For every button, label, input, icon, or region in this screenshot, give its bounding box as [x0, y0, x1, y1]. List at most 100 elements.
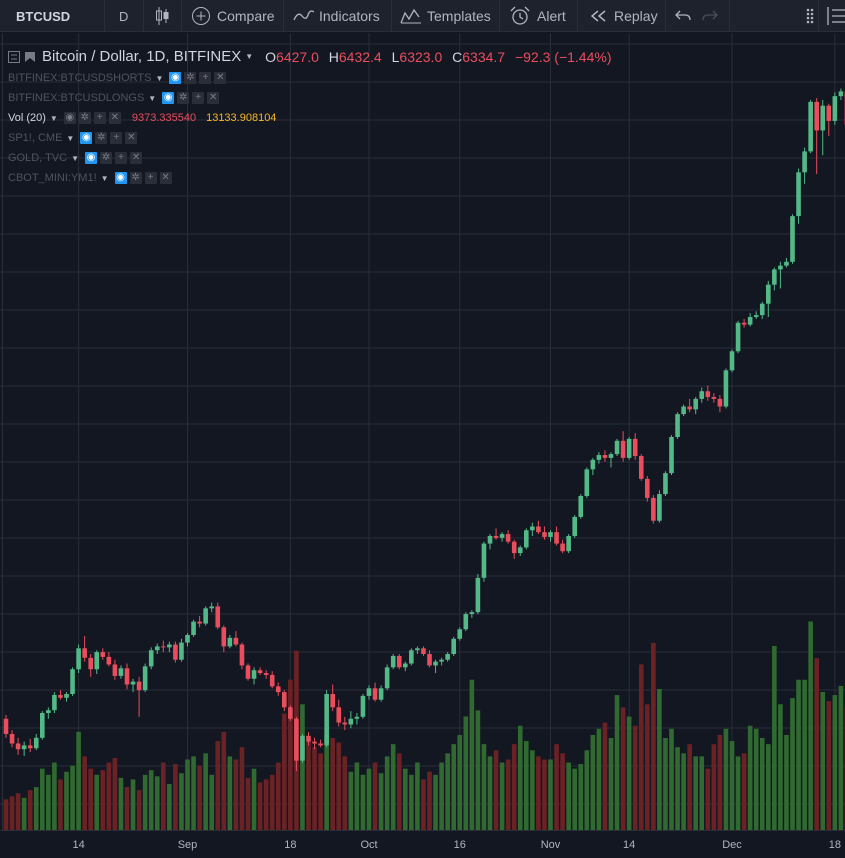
candle-body — [735, 322, 741, 352]
candle-body — [481, 543, 487, 578]
study-dropdown-icon[interactable]: ▼ — [66, 133, 75, 143]
settings-icon[interactable]: ✲ — [177, 92, 190, 104]
series-title[interactable]: Bitcoin / Dollar, 1D, BITFINEX — [42, 48, 242, 65]
volume-bar — [288, 679, 293, 830]
plus-icon[interactable]: + — [199, 72, 212, 84]
volume-bar — [517, 725, 523, 830]
toolbar-divider — [104, 0, 105, 32]
alert-button[interactable]: Alert — [509, 0, 566, 32]
volume-bar — [620, 707, 626, 830]
candle-body — [608, 454, 614, 458]
candle-body — [324, 693, 329, 746]
volume-bar — [142, 774, 148, 830]
volume-bar — [759, 738, 765, 830]
settings-icon[interactable]: ✲ — [95, 132, 108, 144]
eye-icon[interactable]: ◉ — [63, 112, 76, 124]
interval-button[interactable]: D — [119, 8, 129, 24]
study-dropdown-icon[interactable]: ▼ — [71, 153, 80, 163]
compare-button[interactable]: Compare — [191, 0, 275, 32]
settings-icon[interactable]: ✲ — [100, 152, 113, 164]
settings-icon[interactable]: ✲ — [129, 172, 142, 184]
volume-bar — [312, 747, 317, 830]
study-name[interactable]: CBOT_MINI:YM1! — [8, 172, 97, 184]
templates-label: Templates — [427, 8, 491, 24]
study-dropdown-icon[interactable]: ▼ — [148, 93, 157, 103]
candle-body — [354, 716, 360, 719]
right-panel-button[interactable] — [825, 0, 845, 32]
eye-icon[interactable]: ◉ — [85, 152, 98, 164]
chart-pane[interactable] — [0, 33, 845, 830]
candle-body — [197, 621, 202, 624]
volume-bar — [21, 797, 27, 830]
candle-body — [70, 669, 75, 694]
study-name[interactable]: SP1!, CME — [8, 132, 63, 144]
replay-button[interactable]: Replay — [589, 0, 658, 32]
eye-icon[interactable]: ◉ — [162, 92, 175, 104]
undo-button[interactable] — [675, 0, 691, 32]
eye-icon[interactable]: ◉ — [80, 132, 93, 144]
candle-body — [590, 459, 596, 470]
volume-bar — [602, 722, 608, 830]
candle-body — [832, 96, 838, 121]
eye-icon[interactable]: ◉ — [114, 172, 127, 184]
volume-bar — [445, 753, 450, 830]
volume-bar — [826, 701, 832, 830]
indicators-button[interactable]: Indicators — [293, 0, 380, 32]
collapse-icon[interactable] — [8, 50, 20, 63]
candle-body — [524, 530, 529, 548]
top-toolbar: BTCUSD D Compare Indicators Templates Al… — [0, 0, 845, 32]
study-name[interactable]: BITFINEX:BTCUSDSHORTS — [8, 72, 152, 84]
study-dropdown-icon[interactable]: ▼ — [155, 73, 164, 83]
study-dropdown-icon[interactable]: ▼ — [100, 173, 109, 183]
time-axis[interactable]: 14 Sep 18 Oct 16 Nov 14 Dec 18 — [0, 830, 845, 858]
study-name[interactable]: BITFINEX:BTCUSDLONGS — [8, 92, 145, 104]
plus-icon[interactable]: + — [93, 112, 106, 124]
candle-body — [3, 718, 9, 734]
redo-button[interactable] — [702, 0, 718, 32]
candle-body — [505, 534, 511, 542]
close-icon[interactable]: ✕ — [130, 152, 143, 164]
close-icon[interactable]: ✕ — [108, 112, 121, 124]
eye-icon[interactable]: ◉ — [169, 72, 182, 84]
candle-body — [203, 608, 208, 624]
flag-icon[interactable] — [24, 51, 36, 63]
candle-body — [179, 642, 184, 660]
plus-icon[interactable]: + — [144, 172, 157, 184]
plus-circle-icon — [192, 7, 210, 25]
plus-icon[interactable]: + — [192, 92, 205, 104]
candle-body — [269, 674, 275, 687]
candlestick-chart[interactable] — [0, 33, 845, 830]
candle-body — [614, 440, 620, 455]
templates-button[interactable]: Templates — [400, 0, 491, 32]
study-name[interactable]: GOLD, TVC — [8, 152, 68, 164]
candle-body — [275, 686, 281, 693]
study-dropdown-icon[interactable]: ▼ — [49, 113, 58, 123]
indicators-label: Indicators — [319, 8, 380, 24]
volume-bar — [330, 738, 335, 830]
volume-bar — [33, 787, 39, 830]
volume-bar — [427, 771, 432, 830]
volume-bar — [723, 728, 729, 830]
candle-body — [620, 440, 626, 458]
volume-bar — [808, 621, 813, 830]
volume-bar — [179, 773, 184, 830]
close-icon[interactable]: ✕ — [207, 92, 220, 104]
settings-icon[interactable]: ✲ — [78, 112, 91, 124]
close-icon[interactable]: ✕ — [125, 132, 138, 144]
close-icon[interactable]: ✕ — [159, 172, 172, 184]
volume-bar — [729, 741, 735, 830]
study-name[interactable]: Vol (20) — [8, 112, 46, 124]
close-icon[interactable]: ✕ — [214, 72, 227, 84]
candle-body — [82, 648, 87, 658]
volume-bar — [626, 716, 632, 830]
plus-icon[interactable]: + — [110, 132, 123, 144]
candle-body — [499, 534, 505, 538]
volume-bar — [124, 787, 130, 830]
volume-bar — [499, 762, 505, 830]
plus-icon[interactable]: + — [115, 152, 128, 164]
series-dropdown-icon[interactable]: ▼ — [245, 52, 254, 61]
symbol-search[interactable]: BTCUSD — [16, 8, 71, 24]
settings-icon[interactable]: ✲ — [184, 72, 197, 84]
more-options-button[interactable] — [806, 0, 814, 32]
chart-style-button[interactable] — [155, 0, 171, 32]
